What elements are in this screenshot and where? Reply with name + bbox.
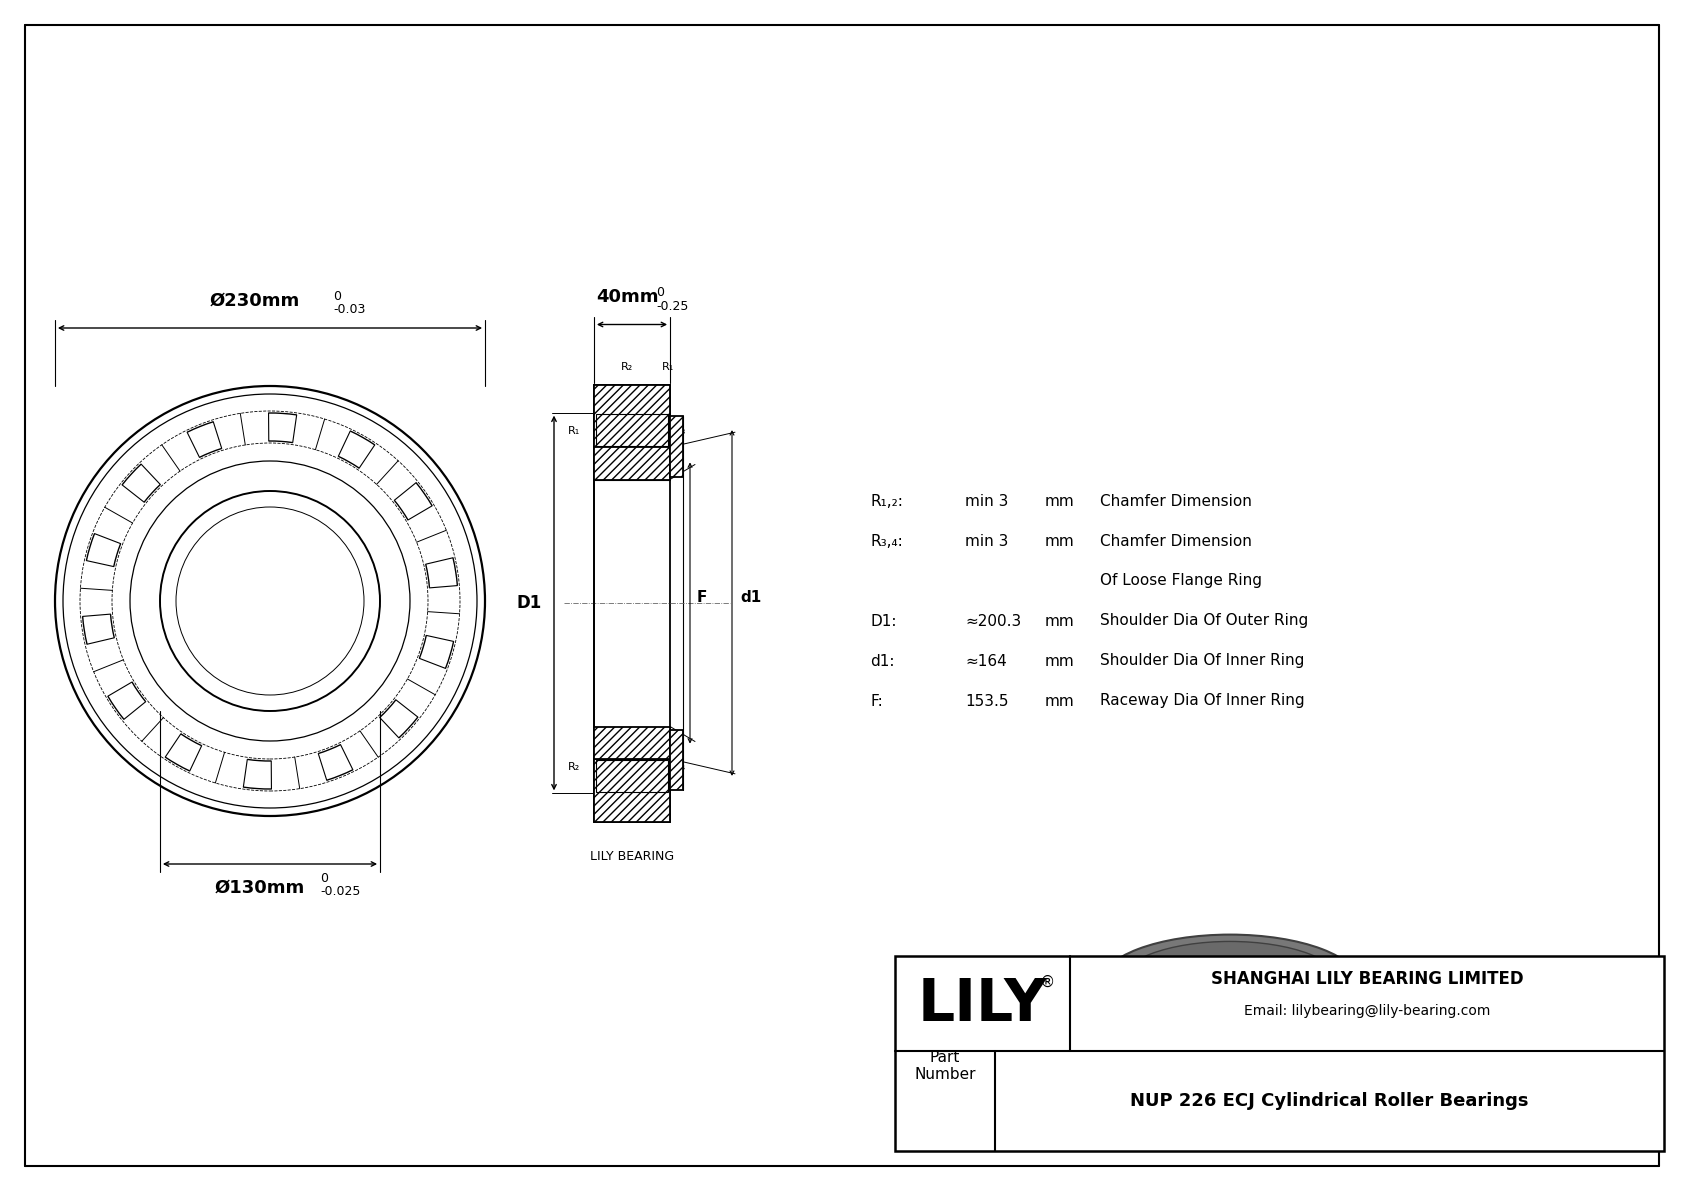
Text: mm: mm (1046, 493, 1074, 509)
Bar (894, 956, 1664, 1151)
Text: Chamfer Dimension: Chamfer Dimension (1100, 534, 1251, 549)
Text: Ø130mm: Ø130mm (216, 879, 305, 897)
Ellipse shape (1118, 941, 1342, 1027)
Text: mm: mm (1046, 693, 1074, 709)
Text: 153.5: 153.5 (965, 693, 1009, 709)
Text: Ø230mm: Ø230mm (210, 292, 300, 310)
Text: -0.03: -0.03 (333, 303, 365, 316)
Text: R₂: R₂ (568, 762, 579, 772)
Text: SHANGHAI LILY BEARING LIMITED: SHANGHAI LILY BEARING LIMITED (1211, 971, 1524, 989)
Text: ≈200.3: ≈200.3 (965, 613, 1021, 629)
Polygon shape (1290, 984, 1361, 1025)
Ellipse shape (1170, 1003, 1290, 1049)
Bar (596, 413, 669, 447)
Bar (596, 760, 669, 792)
Bar (594, 727, 670, 759)
Text: Of Loose Flange Ring: Of Loose Flange Ring (1100, 574, 1261, 588)
Text: R₃: R₃ (674, 426, 687, 436)
Text: Chamfer Dimension: Chamfer Dimension (1100, 493, 1251, 509)
Text: Shoulder Dia Of Inner Ring: Shoulder Dia Of Inner Ring (1100, 654, 1305, 668)
Text: R₄: R₄ (674, 762, 687, 772)
Text: Email: lilybearing@lily-bearing.com: Email: lilybearing@lily-bearing.com (1244, 1004, 1490, 1017)
Ellipse shape (1100, 935, 1361, 1034)
Text: mm: mm (1046, 534, 1074, 549)
Text: NUP 226 ECJ Cylindrical Roller Bearings: NUP 226 ECJ Cylindrical Roller Bearings (1130, 1092, 1529, 1110)
Bar (670, 730, 684, 791)
Bar (594, 447, 670, 480)
Text: 0: 0 (333, 289, 340, 303)
Text: 0: 0 (320, 872, 328, 885)
Text: R₂: R₂ (621, 362, 633, 373)
Text: LILY BEARING: LILY BEARING (589, 849, 674, 862)
Text: d1:: d1: (871, 654, 894, 668)
Text: mm: mm (1046, 654, 1074, 668)
Text: R₁: R₁ (662, 362, 674, 373)
Text: mm: mm (1046, 613, 1074, 629)
Text: 40mm: 40mm (596, 288, 658, 306)
Bar (594, 759, 670, 822)
Polygon shape (1100, 984, 1170, 1025)
Text: d1: d1 (739, 591, 761, 605)
Text: D1:: D1: (871, 613, 896, 629)
Ellipse shape (1170, 961, 1290, 1006)
Text: ≈164: ≈164 (965, 654, 1007, 668)
Text: Raceway Dia Of Inner Ring: Raceway Dia Of Inner Ring (1100, 693, 1305, 709)
Text: F: F (697, 591, 707, 605)
Text: LILY: LILY (918, 977, 1047, 1034)
Text: -0.25: -0.25 (657, 299, 689, 312)
Polygon shape (1170, 984, 1290, 1025)
Text: ®: ® (1041, 975, 1056, 990)
Text: F:: F: (871, 693, 882, 709)
Text: Part
Number: Part Number (914, 1049, 975, 1083)
Text: D1: D1 (517, 594, 542, 612)
Bar (670, 416, 684, 476)
Text: -0.025: -0.025 (320, 885, 360, 898)
Text: R₁,₂:: R₁,₂: (871, 493, 903, 509)
Text: R₁: R₁ (568, 426, 579, 436)
Text: Shoulder Dia Of Outer Ring: Shoulder Dia Of Outer Ring (1100, 613, 1308, 629)
Ellipse shape (1100, 977, 1361, 1075)
Text: min 3: min 3 (965, 534, 1009, 549)
Ellipse shape (1170, 961, 1290, 1006)
Text: R₃,₄:: R₃,₄: (871, 534, 903, 549)
Text: min 3: min 3 (965, 493, 1009, 509)
Text: 0: 0 (657, 287, 663, 299)
Bar (594, 385, 670, 447)
